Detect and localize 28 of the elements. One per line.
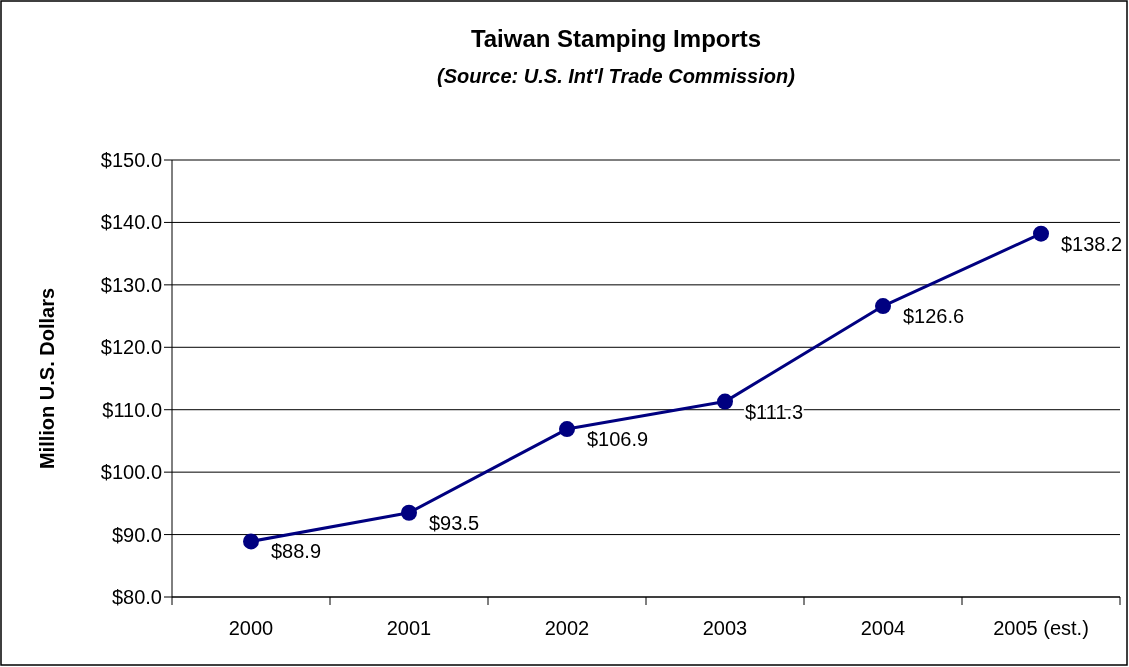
y-tick-label: $100.0 bbox=[100, 461, 162, 484]
x-tick-label: 2005 (est.) bbox=[993, 617, 1089, 639]
x-tick-label: 2000 bbox=[228, 617, 274, 639]
point bbox=[243, 533, 259, 550]
data-label: $106.9 bbox=[587, 428, 649, 451]
y-axis-title: Million U.S. Dollars bbox=[36, 287, 58, 470]
chart-title: Taiwan Stamping Imports bbox=[470, 25, 762, 52]
x-tick-label: 2004 bbox=[860, 617, 906, 639]
point bbox=[717, 393, 733, 410]
data-label: $88.9 bbox=[271, 540, 322, 563]
y-tick-label: $140.0 bbox=[100, 211, 162, 234]
y-tick-label: $120.0 bbox=[100, 336, 162, 359]
point bbox=[1033, 225, 1049, 242]
y-tick-label: $150.0 bbox=[100, 149, 162, 171]
data-label: $138.2 bbox=[1061, 232, 1123, 255]
point bbox=[559, 421, 575, 438]
y-tick-label: $90.0 bbox=[111, 523, 162, 546]
point bbox=[875, 298, 891, 315]
x-tick-label: 2001 bbox=[386, 617, 432, 639]
data-label: $126.6 bbox=[903, 305, 965, 328]
y-tick-label: $130.0 bbox=[100, 273, 162, 296]
data-label: $93.5 bbox=[429, 511, 480, 534]
chart-subtitle: (Source: U.S. Int'l Trade Commission) bbox=[437, 65, 796, 87]
x-tick-label: 2003 bbox=[702, 617, 748, 639]
x-tick-label: 2002 bbox=[544, 617, 590, 639]
y-tick-label: $80.0 bbox=[111, 586, 162, 608]
y-tick-label: $110.0 bbox=[102, 398, 162, 421]
point bbox=[401, 504, 417, 521]
